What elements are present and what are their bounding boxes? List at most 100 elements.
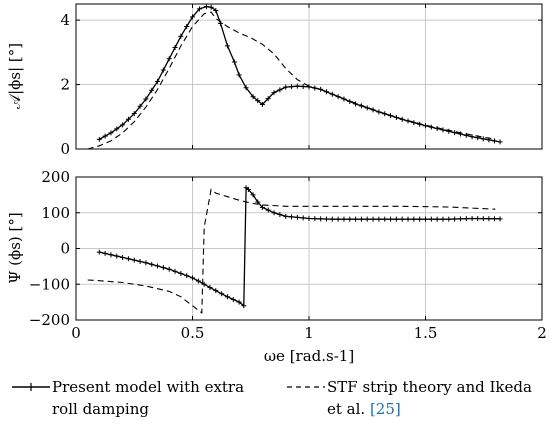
y-tick-label: 2 — [60, 76, 70, 94]
data-point — [312, 216, 318, 222]
data-point — [184, 273, 190, 279]
solid-plus-line-icon — [12, 383, 50, 391]
data-point — [364, 216, 370, 222]
series-line-stf — [87, 188, 496, 314]
series-line-present-model — [99, 186, 501, 307]
data-point — [120, 254, 126, 260]
data-point — [178, 33, 184, 39]
grid — [75, 176, 543, 321]
data-point — [335, 94, 341, 100]
ticks: −200 −100 0 100 200 0 0.5 1 1.5 2 — [29, 168, 547, 342]
data-point — [255, 98, 261, 104]
data-point — [108, 252, 114, 258]
series-line-present-model — [98, 5, 501, 143]
data-point — [300, 215, 306, 221]
x-axis-label: ωe [rad.s-1] — [264, 347, 354, 365]
data-point — [172, 45, 178, 50]
data-point — [213, 7, 219, 13]
data-point — [277, 212, 283, 218]
data-point — [323, 216, 329, 222]
data-point — [423, 216, 428, 222]
data-point — [160, 67, 166, 73]
grid — [75, 4, 543, 150]
data-point — [353, 216, 359, 222]
data-point — [289, 214, 295, 220]
data-point — [306, 84, 312, 90]
data-point — [399, 216, 405, 222]
y-axis-label: Ψ (ϕs) [°] — [6, 212, 24, 284]
data-point — [125, 116, 131, 122]
data-point — [347, 216, 353, 222]
data-point — [497, 216, 503, 222]
data-point — [207, 284, 213, 290]
data-point — [341, 216, 347, 222]
data-point — [102, 133, 108, 139]
data-point — [434, 216, 440, 222]
data-point — [265, 207, 271, 213]
data-point — [428, 124, 434, 130]
data-point — [143, 96, 149, 102]
legend-entry-present-model: Present model with extra roll damping — [10, 376, 244, 420]
data-point — [440, 127, 446, 133]
data-point — [137, 258, 143, 264]
data-point — [370, 216, 376, 222]
data-point — [393, 216, 399, 222]
data-point — [289, 84, 295, 90]
data-point — [108, 130, 114, 136]
data-point — [172, 268, 178, 274]
data-point — [155, 78, 161, 84]
data-point — [131, 257, 137, 263]
data-point — [208, 4, 214, 10]
data-point — [149, 261, 155, 267]
data-point — [250, 192, 256, 198]
data-point — [318, 86, 324, 92]
data-point — [236, 299, 242, 305]
data-point — [486, 216, 492, 222]
legend-entry-stf-strip-theory: STF strip theory and Ikeda et al. [25] — [285, 376, 532, 420]
data-point — [102, 250, 108, 256]
data-point — [213, 288, 219, 294]
data-point — [405, 216, 411, 222]
y-tick-label: 100 — [41, 204, 70, 222]
series-layer — [87, 4, 503, 150]
data-point — [480, 136, 486, 142]
x-tick-label: 0 — [71, 324, 81, 342]
data-point — [166, 266, 172, 272]
amplitude-panel: 0 2 4 𝒜|ϕs| [°] — [6, 3, 543, 158]
phase-panel: −200 −100 0 100 200 0 0.5 1 1.5 2 Ψ (ϕs) [°] ωe [… — [6, 168, 547, 365]
data-point — [230, 296, 236, 302]
citation-link[interactable]: [25] — [369, 400, 401, 418]
series-layer — [87, 185, 503, 314]
data-point — [236, 72, 242, 78]
data-point — [243, 85, 249, 91]
data-point — [271, 210, 277, 216]
data-point — [463, 216, 469, 222]
y-tick-label: 200 — [41, 168, 70, 186]
x-tick-label: 1 — [304, 324, 314, 342]
data-point — [480, 216, 486, 222]
y-tick-label: 4 — [60, 11, 70, 29]
data-point — [475, 216, 481, 222]
data-point — [469, 215, 475, 221]
series-line-stf — [87, 11, 496, 150]
data-point — [335, 216, 341, 222]
y-tick-label: 0 — [60, 140, 70, 158]
data-point — [457, 216, 463, 222]
data-point — [120, 122, 126, 128]
data-point — [203, 4, 209, 10]
data-point — [446, 216, 452, 222]
data-point — [178, 271, 184, 277]
data-point — [469, 134, 475, 140]
data-point — [96, 249, 102, 255]
data-point — [283, 213, 289, 219]
dashed-line-icon — [287, 386, 325, 388]
legend-label: STF strip theory and Ikeda et al. [25] — [327, 378, 532, 418]
data-point — [219, 291, 225, 297]
data-point — [283, 84, 289, 90]
x-tick-label: 0.5 — [181, 324, 205, 342]
data-point — [195, 278, 201, 284]
data-point — [294, 214, 300, 220]
data-point — [155, 263, 161, 269]
data-point — [417, 216, 423, 222]
x-tick-label: 2 — [537, 324, 547, 342]
